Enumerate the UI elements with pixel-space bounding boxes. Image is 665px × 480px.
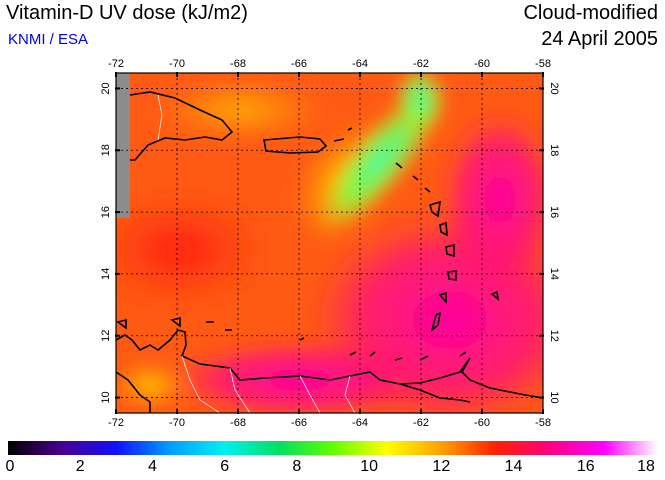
map-frame (115, 72, 544, 414)
gulf-of-venezuela-coast (116, 371, 151, 413)
latitude-label: 20 (100, 82, 112, 94)
colorbar (8, 441, 658, 455)
longitude-label: -68 (230, 58, 246, 70)
hispaniola-border (157, 94, 163, 141)
uv-dose-map: -72 -70 -68 -66 -64 -62 -60 -58 -72 -70 -68 -66 -64… (100, 58, 560, 429)
longitude-label: -70 (169, 58, 185, 70)
longitude-label: -68 (230, 417, 246, 429)
pink-region-northeast (440, 110, 543, 290)
lesser-antilles-coast (395, 162, 500, 333)
longitude-label: -72 (108, 417, 124, 429)
longitude-label: -70 (169, 417, 185, 429)
interior-border (229, 367, 356, 413)
colorbar-tick-label: 2 (75, 458, 85, 475)
longitude-label: -72 (108, 58, 124, 70)
hispaniola-coast (129, 91, 234, 161)
bottom-longitude-labels: -72 -70 -68 -66 -64 -62 -60 -58 (108, 417, 551, 429)
longitude-label: -60 (474, 58, 490, 70)
graticule (116, 73, 543, 413)
longitude-label: -64 (352, 417, 368, 429)
pink-region-south (170, 340, 430, 413)
colorbar-tick-label: 18 (637, 458, 655, 475)
latitude-label: 16 (548, 206, 560, 218)
latitude-label: 18 (548, 144, 560, 156)
political-borders (157, 94, 356, 413)
yellow-region-north (150, 75, 330, 145)
tick-marks (115, 72, 544, 414)
uv-field (116, 73, 543, 413)
credit-text: KNMI / ESA (8, 31, 89, 48)
south-america-coast (116, 329, 543, 399)
latitude-label: 18 (100, 144, 112, 156)
latitude-label: 12 (548, 330, 560, 342)
virgin-islands-coast (333, 127, 353, 142)
latitude-label: 20 (548, 82, 560, 94)
caribbean-small-islands (116, 316, 467, 361)
colorbar-tick-label: 14 (504, 458, 523, 475)
longitude-label: -64 (352, 58, 368, 70)
latitude-label: 14 (100, 268, 112, 280)
map-title: Vitamin-D UV dose (kJ/m2) (6, 2, 248, 24)
longitude-label: -62 (413, 417, 429, 429)
puerto-rico-coast (263, 136, 328, 154)
no-data-strip (116, 73, 130, 218)
left-latitude-labels: 10 12 14 16 18 20 (100, 82, 112, 403)
coastlines (116, 91, 543, 413)
date-label: 24 April 2005 (541, 28, 658, 50)
colorbar-tick-label: 8 (292, 458, 302, 475)
longitude-label: -60 (474, 417, 490, 429)
longitude-label: -58 (535, 417, 551, 429)
latitude-label: 10 (100, 391, 112, 403)
venezuela-border (181, 355, 221, 413)
red-region (116, 190, 270, 310)
mode-label: Cloud-modified (523, 2, 658, 24)
longitude-label: -66 (291, 58, 307, 70)
colorbar-tick-label: 6 (220, 458, 230, 475)
colorbar-tick-label: 0 (5, 458, 15, 475)
colorbar-tick-label: 16 (576, 458, 595, 475)
colorbar-tick-label: 4 (147, 458, 157, 475)
longitude-label: -66 (291, 417, 307, 429)
longitude-label: -62 (413, 58, 429, 70)
colorbar-tick-label: 10 (360, 458, 379, 475)
latitude-label: 12 (100, 330, 112, 342)
latitude-label: 14 (548, 268, 560, 280)
paria-peninsula-coast (399, 383, 471, 403)
top-longitude-labels: -72 -70 -68 -66 -64 -62 -60 -58 (108, 58, 551, 70)
longitude-label: -58 (535, 58, 551, 70)
latitude-label: 10 (548, 391, 560, 403)
latitude-label: 16 (100, 206, 112, 218)
colorbar-tick-label: 12 (432, 458, 451, 475)
right-latitude-labels: 10 12 14 16 18 20 (548, 82, 560, 403)
